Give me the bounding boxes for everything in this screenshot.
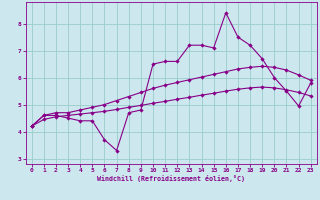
X-axis label: Windchill (Refroidissement éolien,°C): Windchill (Refroidissement éolien,°C) bbox=[97, 175, 245, 182]
